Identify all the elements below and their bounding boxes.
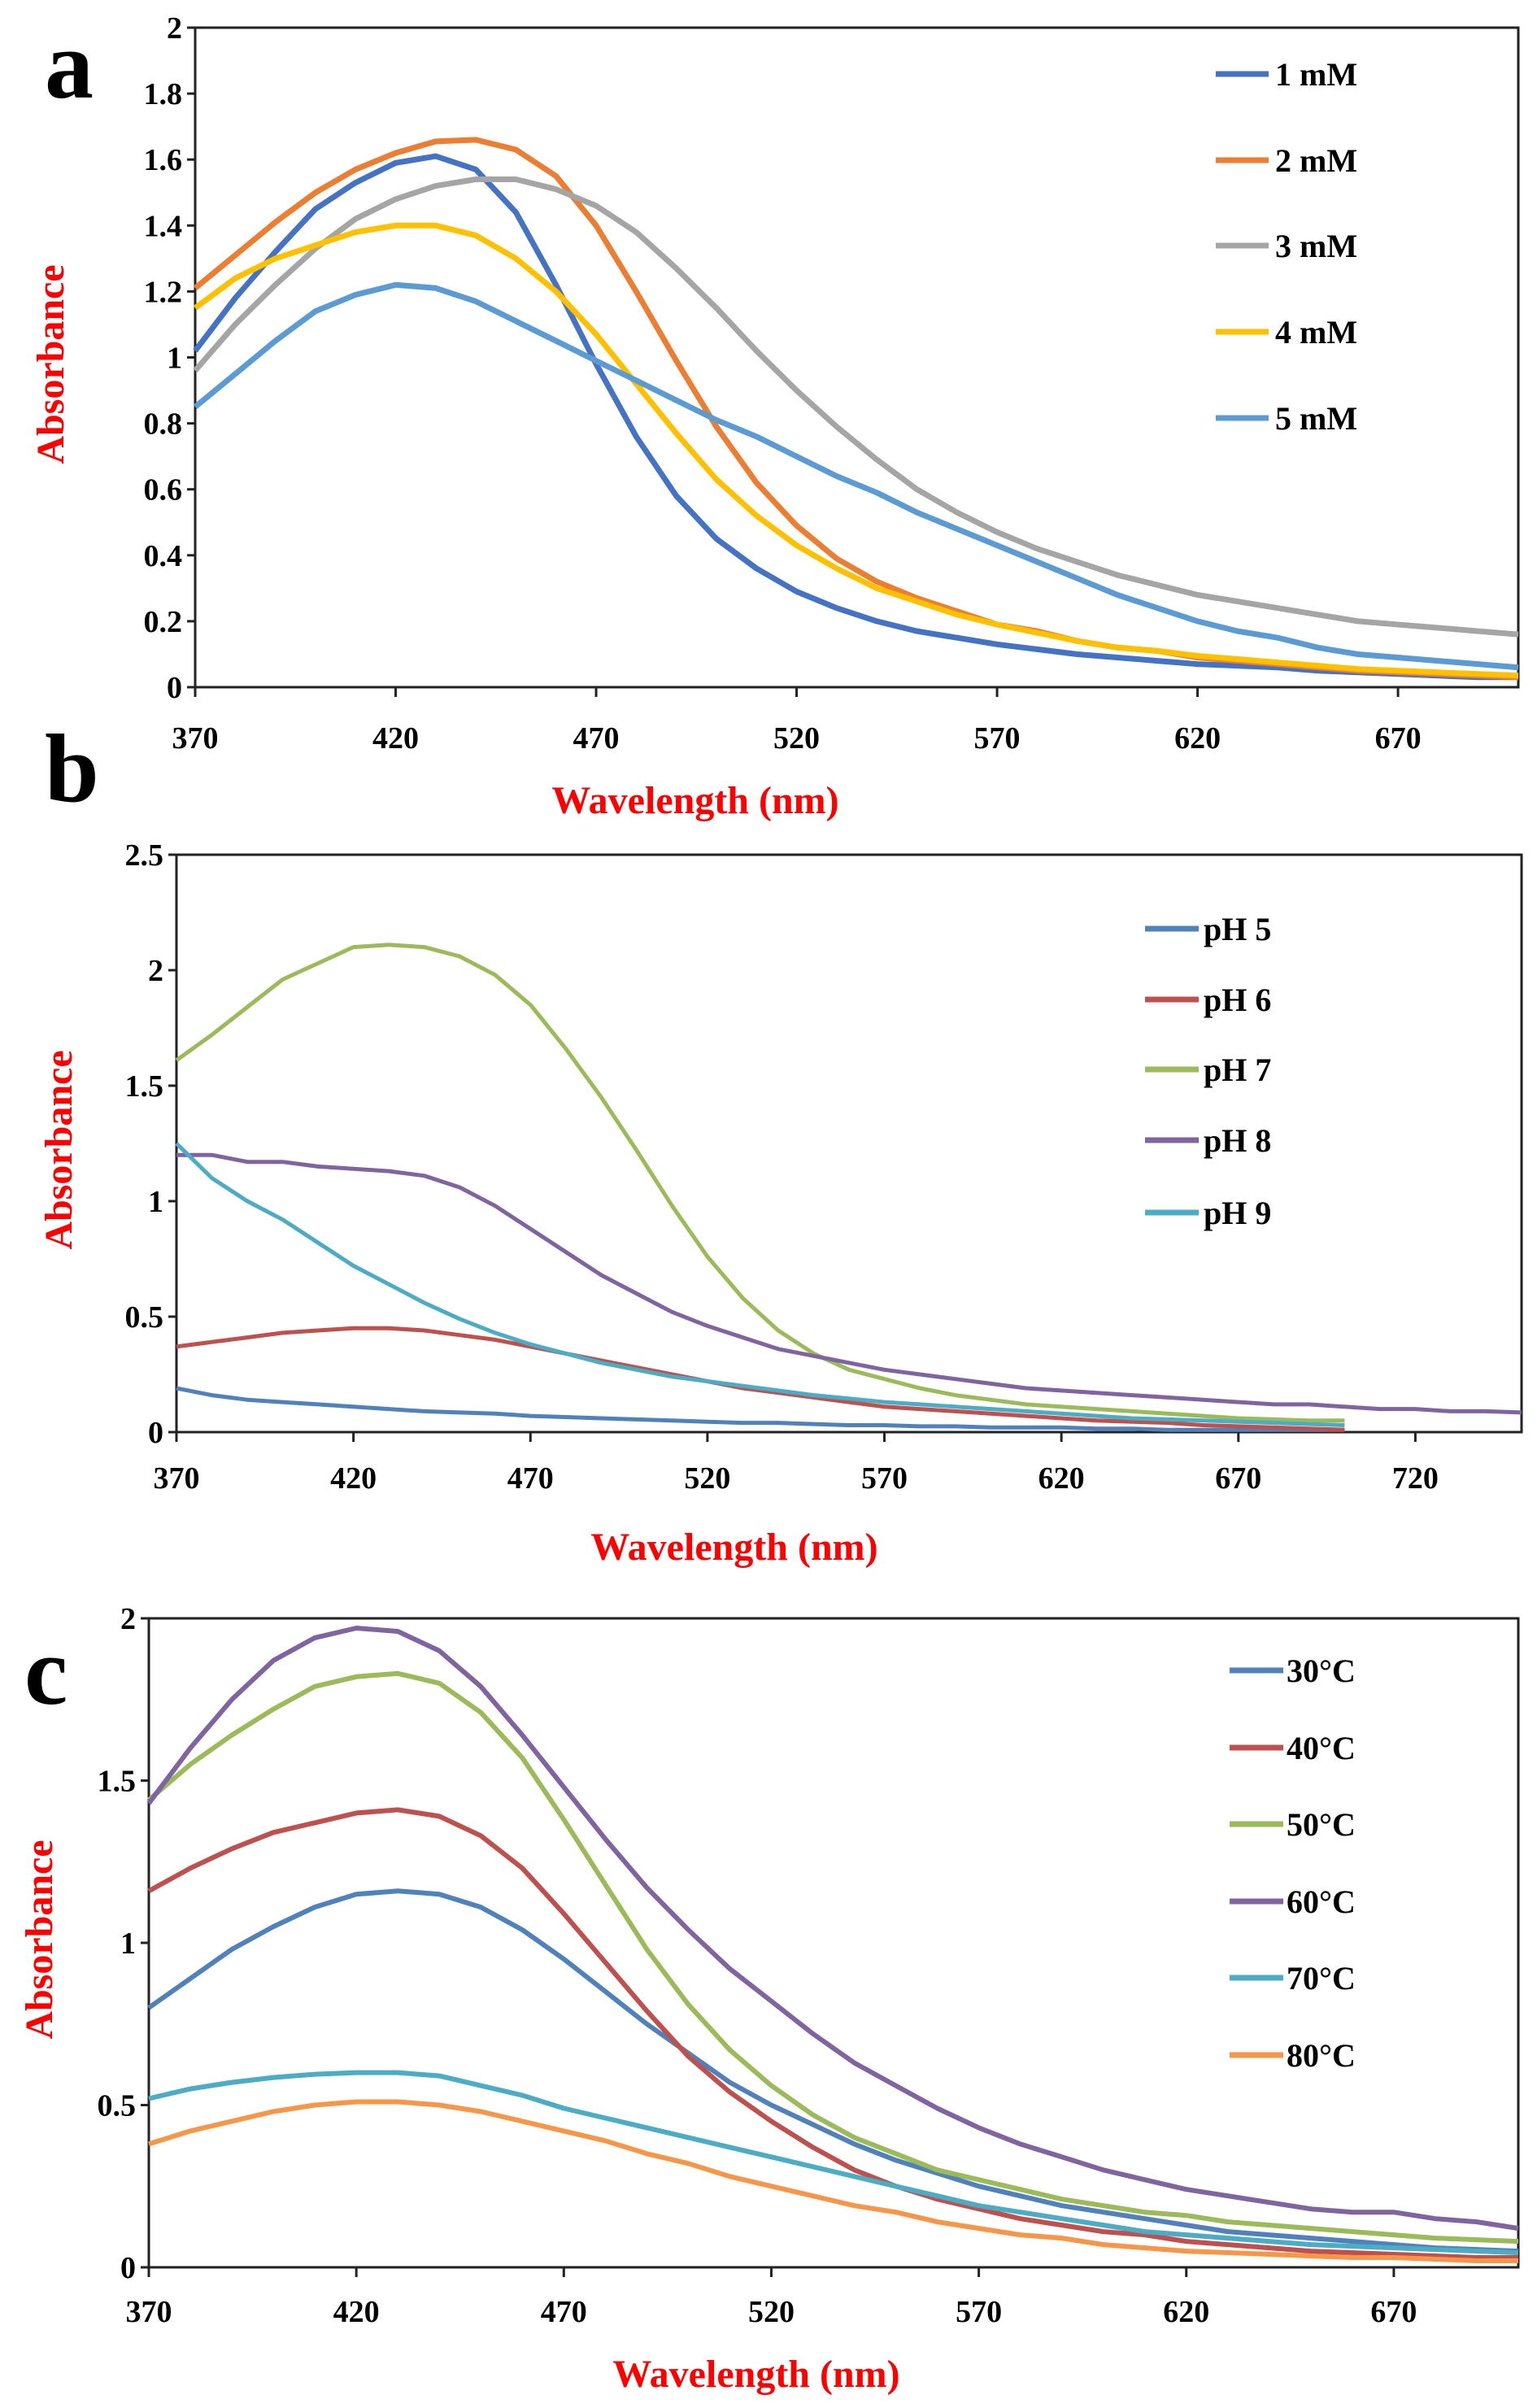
x-tick-label: 670 <box>1370 2295 1417 2329</box>
y-tick-label: 1.2 <box>144 275 183 309</box>
legend-label: 4 mM <box>1275 314 1357 351</box>
x-tick-label: 570 <box>956 2295 1002 2329</box>
x-tick-label: 470 <box>541 2295 587 2329</box>
x-tick-label: 420 <box>330 1461 377 1496</box>
x-axis-title: Wavelength (nm) <box>590 1526 877 1569</box>
x-tick-label: 520 <box>748 2295 795 2329</box>
y-tick-label: 0.5 <box>125 1300 164 1335</box>
y-tick-label: 2.5 <box>125 838 164 873</box>
x-tick-label: 720 <box>1392 1461 1439 1496</box>
chart-panel-c: 0 0.5 1 1.5 2 370 420 470 520 570 620 670 30°C 40°C 50… <box>18 1602 1520 2396</box>
legend-label: 3 mM <box>1275 228 1357 264</box>
y-tick-label: 0.8 <box>144 407 183 442</box>
y-tick-label: 2 <box>167 11 182 46</box>
chart-panel-b: 0 0.5 1 1.5 2 2.5 370 420 470 520 570 620 670 720 pH 5… <box>37 714 1523 1569</box>
legend-label: pH 8 <box>1204 1122 1271 1159</box>
y-tick-label: 0.6 <box>144 473 183 507</box>
legend-label: pH 9 <box>1204 1195 1271 1231</box>
y-axis-title: Absorbance <box>37 1050 81 1249</box>
x-tick-label: 620 <box>1038 1461 1085 1496</box>
legend-label: 30°C <box>1287 1653 1356 1689</box>
series-line-40-c <box>147 1807 1518 2260</box>
legend-label: 80°C <box>1287 2037 1356 2074</box>
series-line-80-c <box>148 2099 1518 2263</box>
series-line-30-c <box>147 1888 1519 2254</box>
legend-label: 50°C <box>1287 1806 1356 1843</box>
legend-label: pH 5 <box>1204 911 1271 947</box>
series-line-3-mm <box>193 176 1519 638</box>
series-line-ph-5 <box>176 1386 1345 1432</box>
x-tick-label: 370 <box>126 2295 172 2329</box>
y-tick-label: 1.6 <box>144 143 183 177</box>
legend-label: 2 mM <box>1275 142 1357 179</box>
y-tick-label: 0 <box>120 2251 136 2285</box>
y-tick-label: 0.5 <box>98 2089 137 2123</box>
y-axis-title: Absorbance <box>29 264 72 464</box>
x-tick-label: 670 <box>1375 721 1422 755</box>
series-line-ph-7 <box>175 943 1345 1423</box>
series-line-70-c <box>148 2070 1519 2255</box>
y-tick-label: 1.5 <box>98 1765 137 1799</box>
panel-label: b <box>45 714 99 822</box>
series-line-60-c <box>146 1626 1519 2232</box>
y-tick-label: 2 <box>148 954 163 988</box>
x-tick-label: 520 <box>684 1461 730 1496</box>
series-line-ph-9 <box>175 1142 1345 1427</box>
x-axis-title: Wavelength (nm) <box>612 2353 899 2396</box>
x-tick-label: 370 <box>154 1461 200 1496</box>
x-tick-label: 620 <box>1163 2295 1209 2329</box>
panel-label: a <box>45 11 94 119</box>
y-tick-label: 1 <box>120 1927 136 1961</box>
y-tick-label: 0 <box>148 1416 163 1450</box>
y-tick-label: 0.2 <box>144 605 183 639</box>
x-tick-label: 620 <box>1174 721 1221 755</box>
plot-frame <box>194 26 1520 689</box>
series-line-4-mm <box>193 222 1519 679</box>
series-line-5-mm <box>193 281 1519 671</box>
x-tick-label: 420 <box>333 2295 380 2329</box>
x-tick-label: 570 <box>974 721 1021 755</box>
x-tick-label: 520 <box>773 721 820 755</box>
legend-label: pH 6 <box>1204 982 1271 1018</box>
x-tick-label: 420 <box>372 721 419 755</box>
y-tick-label: 1 <box>148 1185 163 1219</box>
legend-label: 70°C <box>1287 1960 1356 1997</box>
legend-label: pH 7 <box>1204 1052 1271 1088</box>
y-tick-label: 1 <box>167 342 182 376</box>
x-tick-label: 470 <box>507 1461 554 1496</box>
y-tick-label: 1.8 <box>144 77 183 111</box>
y-axis-title: Absorbance <box>18 1840 61 2039</box>
x-tick-label: 370 <box>172 721 219 755</box>
y-tick-label: 2 <box>120 1602 136 1636</box>
x-tick-label: 670 <box>1215 1461 1261 1496</box>
series-line-50-c <box>147 1670 1519 2245</box>
x-tick-label: 470 <box>573 721 620 755</box>
y-tick-label: 1.4 <box>144 209 183 243</box>
legend-label: 60°C <box>1287 1883 1356 1920</box>
panel-label: c <box>24 1617 67 1725</box>
x-axis-title: Wavelength (nm) <box>551 779 838 822</box>
series-line-ph-6 <box>176 1326 1345 1432</box>
y-tick-label: 0 <box>167 671 182 705</box>
legend-label: 1 mM <box>1275 56 1357 93</box>
legend-label: 5 mM <box>1275 400 1357 437</box>
chart-panel-a: 0 0.2 0.4 0.6 0.8 1 1.2 1.4 1.6 1.8 2 370 420 470 520 5… <box>29 11 1520 822</box>
series-line-1-mm <box>193 153 1518 681</box>
x-tick-label: 570 <box>861 1461 908 1496</box>
plot-frame <box>175 853 1523 1434</box>
y-tick-label: 1.5 <box>125 1069 164 1104</box>
legend-label: 40°C <box>1287 1730 1356 1766</box>
series-line-ph-8 <box>176 1152 1522 1415</box>
y-tick-label: 0.4 <box>144 539 183 573</box>
